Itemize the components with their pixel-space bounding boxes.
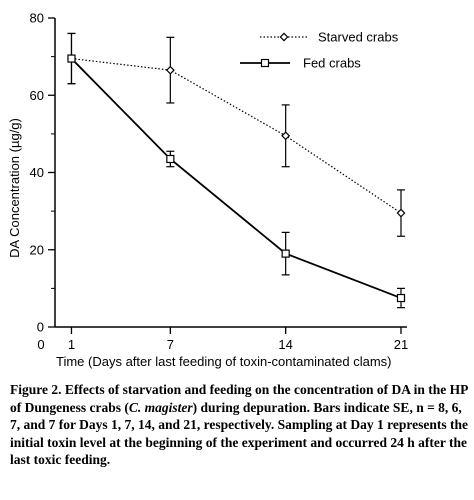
- y-axis-ticks: 0 20 40 60 80: [30, 11, 55, 335]
- x-tick-label: 21: [394, 337, 408, 352]
- data-point: [396, 208, 406, 218]
- data-point: [165, 65, 175, 75]
- data-point: [396, 293, 406, 303]
- legend-label: Fed crabs: [303, 56, 361, 71]
- series-line: [70, 57, 402, 299]
- x-tick-label: 0: [37, 337, 44, 352]
- data-point: [281, 131, 291, 141]
- y-tick-label: 0: [37, 320, 44, 335]
- x-tick-label: 14: [278, 337, 292, 352]
- legend-marker: [260, 58, 270, 68]
- caption-species: C. magister: [128, 399, 193, 415]
- y-axis-label: DA Concentration (µg/g): [7, 118, 22, 258]
- caption-lead: Figure 2. Effects of starvation and feed…: [10, 382, 468, 415]
- series-1: [67, 32, 406, 309]
- y-tick-label: 20: [30, 242, 44, 257]
- data-point: [281, 249, 290, 258]
- legend-label: Starved crabs: [318, 30, 399, 45]
- x-axis-ticks: 0 1 7 14 21: [37, 327, 408, 352]
- chart-legend: Starved crabs Fed crabs: [240, 30, 399, 71]
- data-point: [67, 54, 76, 63]
- legend-marker: [279, 32, 289, 42]
- series-line: [71, 57, 402, 214]
- data-point: [166, 154, 175, 164]
- y-tick-label: 40: [30, 165, 44, 180]
- y-tick-label: 60: [30, 88, 44, 103]
- caption-rest: ) during depuration. Bars indicate SE, n…: [10, 399, 469, 468]
- x-axis-label: Time (Days after last feeding of toxin-c…: [56, 354, 392, 369]
- figure-caption: Figure 2. Effects of starvation and feed…: [10, 381, 468, 469]
- y-tick-label: 80: [30, 11, 44, 26]
- x-tick-label: 7: [167, 337, 174, 352]
- line-chart: 0 20 40 60 80 0 1 7 14 21 DA Concentration (µg/g…: [7, 11, 408, 370]
- series-layer: [67, 32, 406, 309]
- x-tick-label: 1: [68, 337, 75, 352]
